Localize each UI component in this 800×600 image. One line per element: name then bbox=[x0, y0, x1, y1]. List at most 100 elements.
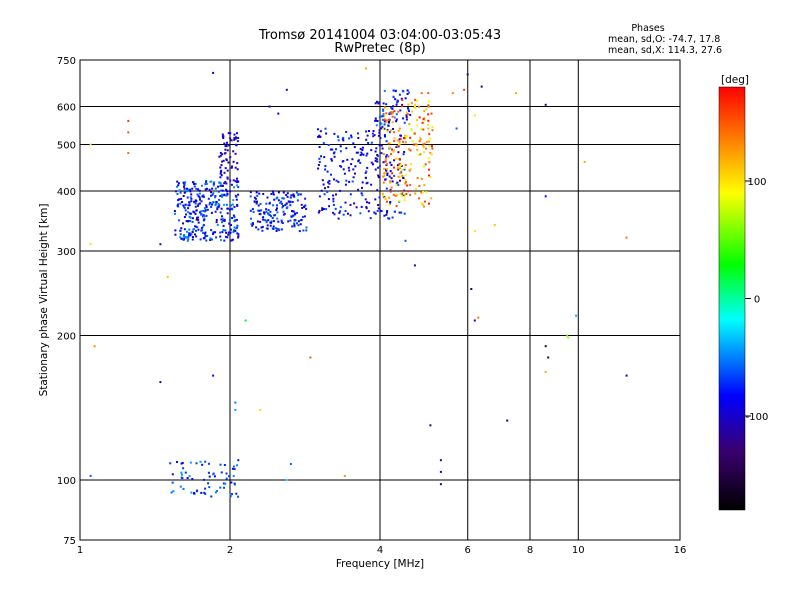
cluster-point bbox=[402, 194, 405, 197]
cluster-point bbox=[401, 105, 404, 108]
cluster-point bbox=[415, 144, 418, 147]
cluster-point bbox=[331, 148, 334, 151]
cluster-point bbox=[352, 142, 355, 145]
cluster-point bbox=[219, 235, 222, 238]
cluster-point bbox=[223, 486, 225, 489]
cluster-point bbox=[276, 227, 279, 230]
cluster-point bbox=[206, 208, 209, 211]
cluster-point bbox=[220, 239, 222, 242]
cluster-point bbox=[397, 110, 400, 113]
cluster-point bbox=[233, 186, 235, 189]
cluster-point bbox=[409, 113, 412, 116]
cluster-point bbox=[344, 210, 347, 212]
cluster-point bbox=[339, 189, 341, 192]
cluster-point bbox=[395, 205, 398, 207]
cluster-point bbox=[418, 197, 421, 200]
cluster-point bbox=[366, 152, 369, 155]
cluster-point bbox=[187, 211, 190, 214]
cluster-point bbox=[386, 163, 388, 165]
cluster-point bbox=[377, 176, 380, 179]
cluster-point bbox=[413, 143, 416, 146]
cluster-point bbox=[423, 205, 425, 208]
cluster-point bbox=[233, 205, 236, 208]
cluster-point bbox=[180, 462, 183, 465]
cluster-point bbox=[359, 147, 362, 150]
cluster-point bbox=[383, 89, 386, 92]
cluster-point bbox=[184, 471, 187, 474]
cluster-point bbox=[414, 106, 417, 109]
cluster-point bbox=[256, 200, 258, 203]
cluster-point bbox=[214, 231, 217, 234]
cluster-point bbox=[268, 202, 271, 205]
scatter-point bbox=[159, 381, 162, 384]
cluster-point bbox=[407, 91, 410, 94]
cluster-point bbox=[380, 122, 383, 125]
scatter-point bbox=[473, 230, 476, 233]
cluster-point bbox=[342, 213, 345, 216]
cluster-point bbox=[293, 222, 296, 225]
cluster-point bbox=[383, 123, 386, 126]
cluster-point bbox=[342, 136, 345, 139]
cluster-point bbox=[406, 93, 409, 95]
cluster-point bbox=[188, 228, 191, 231]
cluster-point bbox=[337, 217, 340, 220]
cluster-point bbox=[364, 198, 367, 201]
cluster-point bbox=[271, 190, 274, 193]
cluster-point bbox=[261, 229, 264, 232]
cluster-point bbox=[265, 219, 268, 222]
cluster-point bbox=[404, 174, 407, 177]
cluster-point bbox=[386, 211, 388, 214]
cluster-point bbox=[221, 231, 224, 234]
cluster-point bbox=[180, 473, 183, 476]
cluster-point bbox=[190, 232, 193, 235]
cluster-point bbox=[387, 118, 390, 121]
cluster-point bbox=[228, 208, 231, 211]
cluster-point bbox=[400, 169, 403, 172]
cluster-point bbox=[189, 216, 192, 219]
cluster-point bbox=[258, 209, 261, 212]
cluster-point bbox=[291, 225, 294, 228]
cluster-point bbox=[339, 206, 342, 209]
cluster-point bbox=[400, 97, 403, 100]
cluster-point bbox=[395, 113, 398, 116]
cluster-point bbox=[188, 212, 191, 215]
cluster-point bbox=[226, 177, 229, 180]
cluster-point bbox=[190, 491, 193, 494]
cluster-point bbox=[222, 224, 225, 227]
cluster-point bbox=[277, 199, 280, 202]
cluster-point bbox=[209, 180, 212, 183]
cluster-point bbox=[280, 228, 283, 231]
cluster-point bbox=[217, 185, 219, 188]
cluster-point bbox=[230, 207, 233, 210]
cluster-point bbox=[186, 230, 188, 233]
scatter-point bbox=[89, 243, 92, 246]
cluster-point bbox=[219, 166, 222, 169]
cluster-point bbox=[188, 232, 191, 235]
cluster-point bbox=[237, 495, 240, 498]
cluster-point bbox=[386, 172, 389, 175]
cluster-point bbox=[320, 155, 322, 158]
cluster-point bbox=[269, 221, 272, 224]
cluster-point bbox=[299, 193, 302, 196]
cluster-point bbox=[183, 191, 186, 194]
cluster-point bbox=[174, 212, 176, 215]
cluster-point bbox=[394, 157, 397, 160]
cluster-point bbox=[359, 161, 362, 164]
cluster-point bbox=[318, 157, 321, 160]
cluster-point bbox=[219, 231, 222, 234]
scatter-point bbox=[420, 92, 423, 95]
cluster-point bbox=[402, 177, 405, 179]
cluster-point bbox=[347, 212, 349, 215]
cluster-point bbox=[385, 200, 388, 203]
cluster-point bbox=[397, 183, 400, 186]
cluster-point bbox=[219, 184, 222, 187]
cluster-point bbox=[386, 129, 389, 132]
cluster-point bbox=[199, 210, 202, 213]
cluster-point bbox=[187, 188, 190, 191]
scatter-point bbox=[477, 316, 480, 319]
cluster-point bbox=[280, 200, 283, 203]
cluster-point bbox=[428, 100, 431, 103]
cluster-point bbox=[398, 140, 401, 143]
cluster-point bbox=[289, 219, 292, 222]
cluster-point bbox=[376, 100, 378, 103]
